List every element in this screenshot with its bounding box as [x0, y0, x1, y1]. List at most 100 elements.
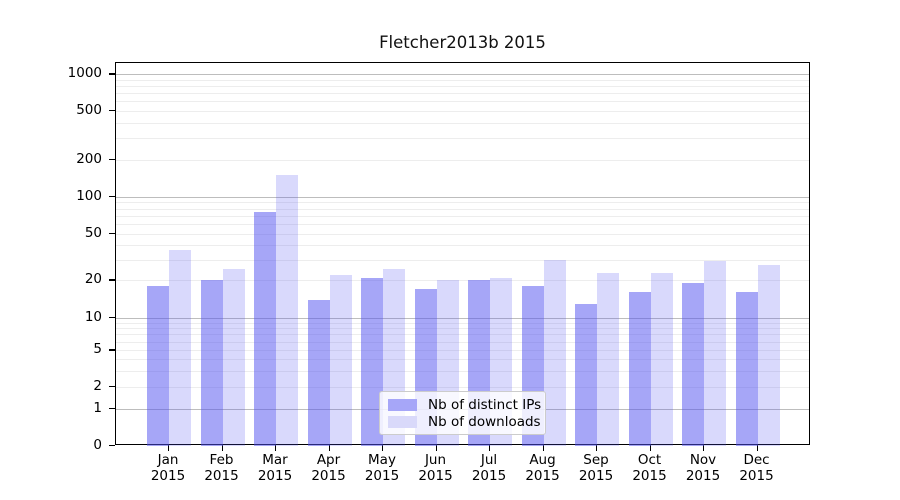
- y-gridline-minor: [116, 202, 809, 204]
- x-tick-mark: [542, 445, 544, 451]
- legend-swatch-downloads: [388, 415, 417, 428]
- y-gridline-minor: [116, 259, 809, 261]
- x-tick-year: 2015: [311, 468, 346, 484]
- x-tick-month: Sep: [583, 452, 609, 468]
- y-gridline-minor: [116, 86, 809, 88]
- y-gridline-minor: [116, 341, 809, 343]
- x-tick-month: Feb: [209, 452, 234, 468]
- bar-distinct-ips-sep: [575, 303, 597, 446]
- y-gridline-minor: [116, 122, 809, 124]
- y-gridline-minor: [116, 223, 809, 225]
- bar-distinct-ips-dec: [735, 292, 758, 446]
- y-gridline-major: [116, 317, 809, 319]
- bar-downloads-apr: [329, 275, 352, 446]
- x-tick-year: 2015: [632, 468, 667, 484]
- x-tick-label: Aug 2015: [511, 452, 575, 484]
- bar-distinct-ips-nov: [682, 283, 704, 446]
- y-tick-label: 1: [93, 399, 102, 416]
- plot-area: [115, 62, 810, 446]
- bar-downloads-feb: [222, 268, 245, 446]
- bar-downloads-sep: [597, 273, 619, 446]
- x-tick-month: Oct: [637, 452, 662, 468]
- x-tick-month: Aug: [529, 452, 556, 468]
- y-tick-mark: [109, 316, 115, 319]
- x-tick-month: Dec: [743, 452, 770, 468]
- x-tick-year: 2015: [525, 468, 560, 484]
- x-tick-mark: [489, 445, 491, 451]
- x-tick-label: Nov 2015: [671, 452, 735, 484]
- y-tick-mark: [109, 232, 115, 235]
- x-tick-month: Jul: [480, 452, 498, 468]
- y-tick-label: 10: [84, 308, 102, 325]
- y-gridline-minor: [116, 215, 809, 217]
- legend: Nb of distinct IPs Nb of downloads: [379, 391, 546, 435]
- y-gridline-minor: [116, 280, 809, 282]
- y-tick-mark: [109, 349, 115, 351]
- bar-downloads-aug: [543, 259, 566, 446]
- legend-label-distinct-ips: Nb of distinct IPs: [428, 396, 542, 413]
- bar-distinct-ips-apr: [307, 299, 330, 446]
- x-tick-mark: [168, 445, 170, 451]
- legend-item-downloads: Nb of downloads: [388, 414, 541, 430]
- x-tick-mark: [756, 445, 758, 451]
- x-tick-year: 2015: [685, 468, 721, 484]
- y-gridline-minor: [116, 359, 809, 361]
- y-gridline-minor: [116, 93, 809, 95]
- bar-downloads-mar: [276, 175, 298, 446]
- y-gridline-minor: [116, 334, 809, 336]
- x-tick-year: 2015: [418, 468, 453, 484]
- y-tick-label: 2: [93, 378, 102, 394]
- x-tick-year: 2015: [739, 468, 774, 484]
- y-tick-mark: [109, 445, 115, 447]
- bar-distinct-ips-feb: [200, 280, 223, 446]
- x-tick-month: Nov: [689, 452, 717, 468]
- x-tick-label: Mar 2015: [243, 452, 307, 484]
- x-tick-mark: [382, 445, 384, 451]
- x-tick-month: May: [368, 452, 396, 468]
- x-tick-month: Jun: [424, 452, 447, 468]
- x-tick-year: 2015: [257, 468, 293, 484]
- y-tick-mark: [109, 158, 115, 161]
- x-tick-label: Jun 2015: [404, 452, 468, 484]
- y-gridline-minor: [116, 350, 809, 352]
- y-gridline-major: [116, 74, 809, 76]
- bar-distinct-ips-mar: [254, 212, 276, 446]
- y-gridline-minor: [116, 208, 809, 210]
- bar-downloads-oct: [650, 273, 673, 446]
- y-tick-mark: [109, 110, 115, 112]
- y-tick-label: 100: [76, 187, 102, 204]
- y-tick-label: 0: [93, 437, 102, 453]
- y-gridline-minor: [116, 101, 809, 103]
- x-tick-label: Feb 2015: [190, 452, 254, 484]
- y-tick-label: 50: [84, 224, 102, 241]
- x-tick-mark: [649, 445, 651, 451]
- legend-label-downloads: Nb of downloads: [428, 413, 541, 430]
- bar-distinct-ips-may: [361, 277, 383, 446]
- x-tick-label: Jul 2015: [457, 452, 521, 484]
- x-tick-mark: [221, 445, 223, 451]
- x-tick-label: Oct 2015: [618, 452, 682, 484]
- x-tick-mark: [328, 445, 330, 451]
- x-tick-label: Dec 2015: [725, 452, 789, 484]
- y-gridline-minor: [116, 233, 809, 235]
- y-tick-label: 20: [84, 271, 102, 288]
- y-tick-mark: [109, 195, 115, 198]
- x-tick-year: 2015: [364, 468, 400, 484]
- y-tick-mark: [109, 279, 115, 281]
- x-tick-mark: [275, 445, 277, 451]
- x-tick-month: Mar: [262, 452, 288, 468]
- y-gridline-major: [116, 196, 809, 198]
- y-gridline-minor: [116, 322, 809, 324]
- x-tick-label: Sep 2015: [564, 452, 628, 484]
- y-tick-mark: [109, 73, 115, 75]
- legend-item-distinct-ips: Nb of distinct IPs: [388, 397, 541, 413]
- y-gridline-minor: [116, 111, 809, 112]
- y-gridline-minor: [116, 370, 809, 372]
- x-tick-label: Apr 2015: [297, 452, 361, 484]
- bar-downloads-nov: [704, 261, 726, 446]
- y-gridline-minor: [116, 328, 809, 330]
- y-gridline-minor: [116, 159, 809, 161]
- y-tick-label: 5: [93, 341, 102, 358]
- y-tick-mark: [109, 386, 115, 388]
